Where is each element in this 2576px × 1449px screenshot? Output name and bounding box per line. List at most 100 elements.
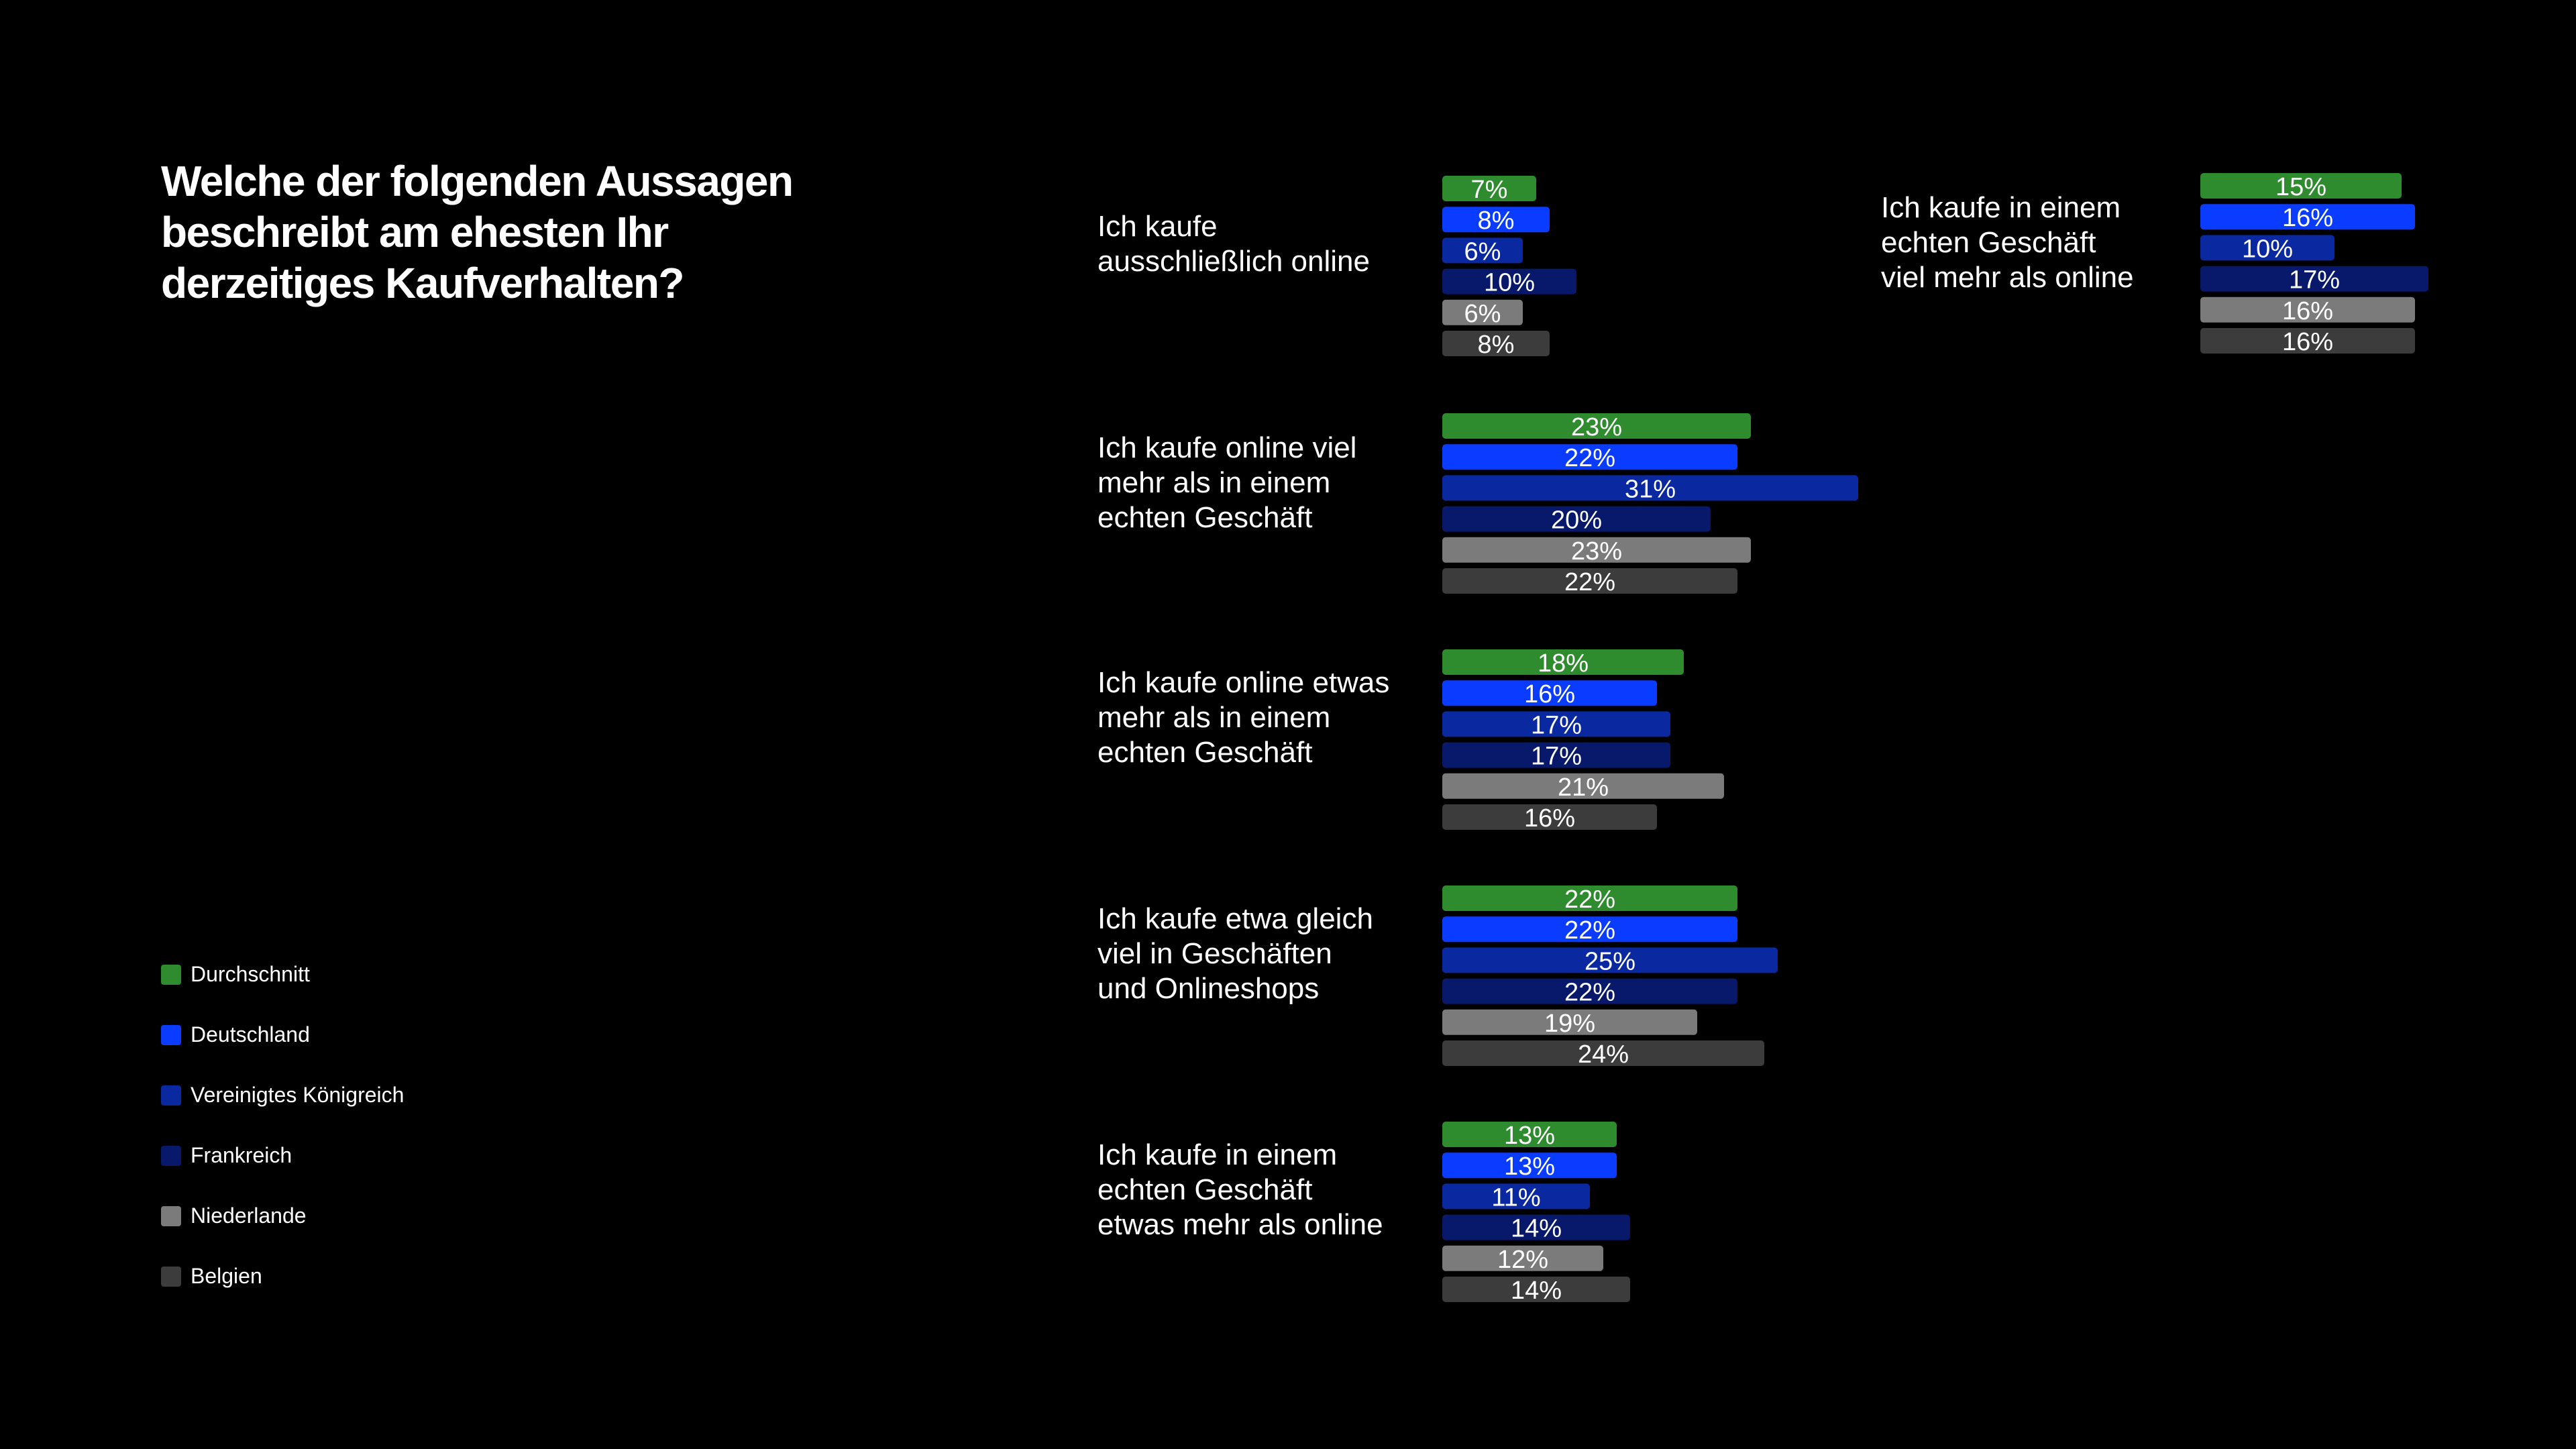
bar [1442,680,1657,706]
legend-label: Niederlande [191,1203,307,1228]
bar-value-label: 15% [2275,173,2326,201]
bar [1442,947,1778,973]
category-label-line: echten Geschäft [1097,1173,1312,1206]
bar [1442,537,1751,563]
bar-value-label: 23% [1571,537,1622,566]
category-label-line: Ich kaufe online etwas [1097,666,1389,699]
chart-title: Welche der folgenden Aussagen beschreibt… [161,157,794,307]
bar [1442,1277,1630,1302]
bar [1442,773,1724,799]
bar [1442,1009,1697,1035]
bar-value-label: 22% [1564,568,1615,596]
bar [1442,742,1670,768]
bar-group: Ich kaufe online viel mehr als in einem ec… [1097,413,1858,596]
legend-item: Durchschnitt [161,955,510,1016]
bar [1442,475,1858,501]
bar-value-label: 12% [1497,1246,1548,1274]
bar [1442,207,1550,233]
bar [1442,444,1737,470]
category-label-line: echten Geschäft [1881,226,2096,259]
bar [2200,328,2415,354]
bar-value-label: 22% [1564,916,1615,945]
bar [1442,413,1751,439]
legend-item: Belgien [161,1257,510,1318]
bar-group: Ich kaufe in einem echten Geschäft etwas m… [1097,1122,1630,1305]
bar-value-label: 16% [2282,297,2333,325]
legend-label: Deutschland [191,1022,310,1046]
bar [1442,268,1576,294]
bar [2200,297,2415,323]
bar-value-label: 31% [1625,475,1676,503]
legend-item: Vereinigtes Königreich [161,1076,510,1136]
bar-value-label: 20% [1551,506,1602,535]
bar-value-label: 19% [1544,1010,1595,1038]
legend-label: Frankreich [191,1143,292,1167]
legend-swatch [161,1085,181,1106]
category-label-line: Ich kaufe in einem [1881,191,2121,224]
bar-value-label: 18% [1538,649,1589,678]
bar-value-label: 25% [1585,947,1635,975]
bar-value-label: 22% [1564,444,1615,472]
bar-value-label: 14% [1511,1277,1562,1305]
bar-group: Ich kaufe ausschließlich online7%8%6%10%6… [1097,176,1576,359]
legend-swatch [161,1025,181,1045]
bar-value-label: 22% [1564,979,1615,1007]
bar [1442,1245,1603,1271]
category-label: Ich kaufe online etwas mehr als in einem e… [1097,666,1389,769]
legend-swatch [161,1146,181,1166]
bar-value-label: 11% [1491,1183,1540,1212]
category-label: Ich kaufe in einem echten Geschäft etwas m… [1097,1138,1383,1241]
category-label: Ich kaufe online viel mehr als in einem ec… [1097,431,1356,534]
bar-value-label: 22% [1564,885,1615,914]
bar-value-label: 17% [1531,711,1582,739]
bar [1442,568,1737,594]
bar [1442,804,1657,830]
legend-swatch [161,1267,181,1287]
bar [1442,916,1737,943]
bar-value-label: 13% [1504,1152,1555,1181]
bar-value-label: 23% [1571,413,1622,441]
bar-value-label: 6% [1464,300,1501,328]
bar-value-label: 14% [1511,1215,1562,1243]
bar [1442,1040,1764,1066]
bar-value-label: 8% [1478,331,1515,359]
bar [1442,1214,1630,1240]
bar-value-label: 6% [1464,237,1501,266]
category-label-line: echten Geschäft [1097,736,1312,769]
legend-swatch [161,1206,181,1226]
bar-value-label: 17% [2289,266,2340,294]
bar [1442,978,1737,1004]
category-label: Ich kaufe ausschließlich online [1097,210,1370,278]
legend-label: Vereinigtes Königreich [191,1083,405,1107]
bar-value-label: 7% [1471,176,1508,204]
category-label-line: Ich kaufe in einem [1097,1138,1337,1171]
bar [2200,173,2402,199]
bar [2200,235,2334,261]
legend-item: Deutschland [161,1016,510,1076]
bar [1442,885,1737,911]
bar [1442,331,1550,356]
bar-group: Ich kaufe etwa gleich viel in Geschäften u… [1097,885,1778,1069]
legend-label: Belgien [191,1264,262,1288]
bar [1442,1152,1617,1179]
legend-label: Durchschnitt [191,962,310,986]
bar [1442,1122,1617,1147]
category-label-line: ausschließlich online [1097,245,1370,278]
category-label: Ich kaufe etwa gleich viel in Geschäften u… [1097,902,1373,1005]
bar-group: Ich kaufe in einem echten Geschäft viel me… [1881,173,2428,356]
category-label-line: mehr als in einem [1097,701,1330,734]
bar-group: Ich kaufe online etwas mehr als in einem e… [1097,649,1724,833]
bar [2200,204,2415,230]
bar [1442,176,1536,201]
category-label-line: viel mehr als online [1881,261,2134,294]
bar-value-label: 8% [1478,207,1515,235]
bar [2200,266,2428,292]
bar-value-label: 17% [1531,743,1582,771]
legend-swatch [161,965,181,985]
category-label-line: mehr als in einem [1097,466,1330,499]
category-label-line: viel in Geschäften [1097,937,1332,970]
bar-value-label: 16% [2282,328,2333,356]
category-label-line: echten Geschäft [1097,501,1312,534]
bar-value-label: 16% [2282,204,2333,232]
